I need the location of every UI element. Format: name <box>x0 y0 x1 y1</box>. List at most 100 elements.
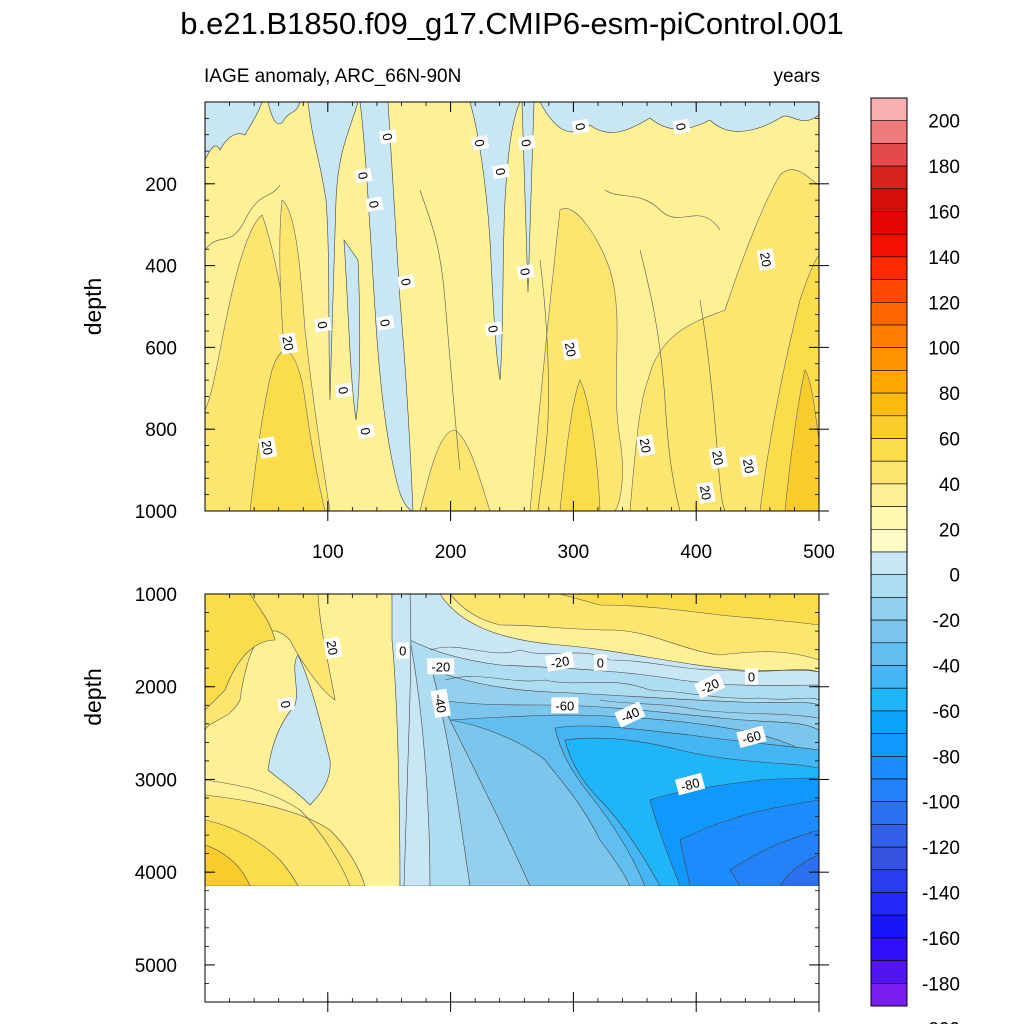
upper-contour-label: 0 <box>571 118 590 135</box>
upper-contour-label-bg <box>636 434 656 457</box>
lower-contour-label-text: -60 <box>741 728 763 747</box>
upper-contour-label: 0 <box>516 263 535 280</box>
colorbar-swatch <box>870 755 908 780</box>
colorbar-swatch <box>870 733 908 757</box>
upper-contour-label-bg <box>278 332 299 355</box>
lower-y-tick-label: 5000 <box>135 956 177 977</box>
lower-contour-line <box>599 699 819 719</box>
lower-contour-label-text: -40 <box>618 704 641 726</box>
upper-contour-label-bg <box>334 382 353 399</box>
upper-contour-label-bg <box>571 118 590 135</box>
upper-contour-label-text: 0 <box>492 167 508 177</box>
colorbar-label: 40 <box>939 475 960 496</box>
upper-contour-label: 20 <box>561 338 581 361</box>
lower-warm-region <box>559 594 819 626</box>
lower-contour-label-text: 0 <box>278 700 294 710</box>
upper-contour-label-bg <box>516 263 535 280</box>
upper-contour-label-bg <box>517 135 536 151</box>
upper-contour-label: 0 <box>471 135 490 151</box>
upper-contour-label: 0 <box>354 167 373 184</box>
colorbar-swatch <box>870 846 908 871</box>
upper-y-tick-label: 200 <box>145 175 177 196</box>
colorbar-swatch <box>870 301 908 326</box>
colorbar-swatch <box>870 279 908 303</box>
upper-cold-region <box>267 102 301 125</box>
upper-contour-label-bg <box>471 135 490 151</box>
colorbar-swatch <box>870 982 908 1007</box>
upper-contour-label-text: 20 <box>757 251 774 268</box>
colorbar-swatch <box>870 438 908 462</box>
upper-contour-label: 0 <box>378 128 397 145</box>
upper-left-string: IAGE anomaly, ARC_66N-90N <box>204 66 461 87</box>
upper-x-tick-label: 300 <box>558 542 590 563</box>
lower-cold-region <box>267 654 331 806</box>
lower-contour-label: -60 <box>736 725 767 749</box>
lower-contour-label: -40 <box>614 701 646 728</box>
lower-contour-label-text: -60 <box>555 698 574 713</box>
colorbar-swatch <box>870 687 908 712</box>
lower-contour-label-bg <box>323 636 343 660</box>
colorbar-swatch <box>870 665 908 689</box>
colorbar-swatch <box>870 937 908 961</box>
lower-contour-label: -40 <box>430 688 451 719</box>
upper-contour-label: 0 <box>491 163 510 180</box>
upper-x-tick-label: 100 <box>312 542 344 563</box>
colorbar-label: -200 <box>922 1020 960 1024</box>
upper-right-string: years <box>774 66 820 87</box>
colorbar-swatch <box>870 347 908 371</box>
lower-contour-label-text: 0 <box>399 644 406 659</box>
colorbar-swatch <box>870 710 908 734</box>
colorbar-swatch <box>870 574 908 598</box>
upper-contour-label-bg <box>491 163 510 180</box>
upper-contour-label-text: 20 <box>637 437 654 454</box>
upper-x-tick-label: 400 <box>680 542 712 563</box>
lower-contour-label-text: 20 <box>324 639 341 656</box>
colorbar-label: -140 <box>922 884 960 905</box>
colorbar-swatch <box>870 188 908 212</box>
upper-contour-label-bg <box>739 454 759 478</box>
colorbar-swatch <box>870 892 908 916</box>
upper-panel: IAGE anomaly, ARC_66N-90N years <box>80 66 835 563</box>
colorbar-swatch <box>870 97 908 122</box>
lower-contour-label-bg <box>545 651 575 672</box>
upper-contour-label-bg <box>696 481 716 504</box>
upper-contour-label-text: 0 <box>398 277 414 287</box>
colorbar-swatch <box>870 960 908 984</box>
upper-field <box>205 102 819 511</box>
upper-contour-label: 20 <box>696 481 716 504</box>
upper-contour-label-bg <box>376 315 395 331</box>
colorbar-label: -60 <box>933 702 960 723</box>
upper-warm-region <box>529 208 623 511</box>
colorbar-swatch <box>870 143 908 167</box>
upper-contour-label-text: 0 <box>673 122 689 132</box>
upper-y-tick-label: 1000 <box>135 502 177 523</box>
lower-contour-label-bg <box>614 701 646 728</box>
upper-plot-frame <box>204 101 820 512</box>
lower-contour-label: -20 <box>694 672 726 699</box>
colorbar-swatch <box>870 120 908 144</box>
lower-contour-label-bg <box>674 772 706 796</box>
upper-warm-region <box>784 369 819 511</box>
upper-contour-label-text: 20 <box>562 341 579 358</box>
lower-y-tick-label: 2000 <box>135 678 177 699</box>
upper-cold-region <box>205 102 263 161</box>
colorbar-label: 140 <box>928 248 960 269</box>
colorbar-label: -120 <box>922 838 960 859</box>
colorbar-label: -80 <box>933 747 960 768</box>
lower-contour-label: 0 <box>396 642 410 659</box>
colorbar-label: -20 <box>933 611 960 632</box>
colorbar-label: 100 <box>928 339 960 360</box>
lower-contour-label-bg <box>593 654 607 671</box>
upper-contour-label-bg <box>672 118 691 135</box>
upper-contour-line <box>639 249 681 511</box>
lower-no-data-region <box>205 886 819 1002</box>
colorbar-label: 180 <box>928 157 960 178</box>
colorbar-swatch <box>870 824 908 848</box>
colorbar-swatch <box>870 778 908 803</box>
upper-contour-label: 20 <box>708 446 728 470</box>
upper-contour-label-text: 0 <box>485 324 501 334</box>
colorbar-label: -160 <box>922 929 960 950</box>
colorbar-label: 20 <box>939 520 960 541</box>
